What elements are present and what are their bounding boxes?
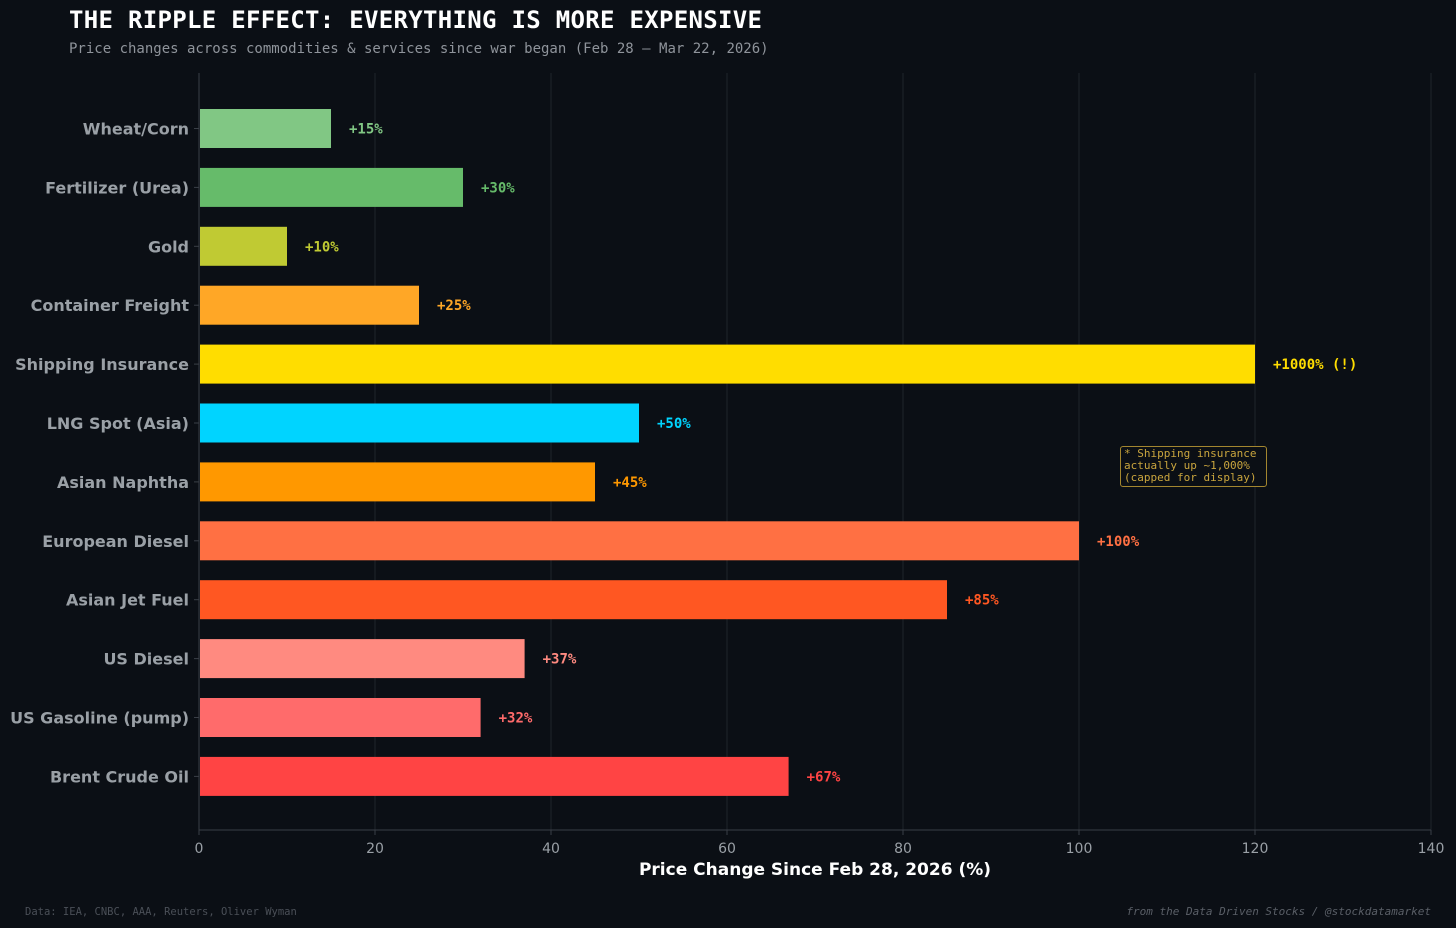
- value-label: +10%: [305, 239, 339, 255]
- bar: [200, 462, 595, 502]
- value-label: +50%: [657, 416, 691, 432]
- annotation-line-3: (capped for display): [1124, 471, 1257, 484]
- x-tick-label: 0: [195, 841, 204, 857]
- bar: [200, 580, 947, 620]
- category-label: Asian Jet Fuel: [66, 591, 189, 610]
- bar: [200, 226, 287, 266]
- value-label: +15%: [349, 122, 383, 138]
- value-label: +25%: [437, 298, 471, 314]
- category-label: Gold: [148, 237, 189, 256]
- value-label: +1000% (!): [1273, 357, 1357, 373]
- category-label: Container Freight: [31, 296, 190, 315]
- annotation-line-2: actually up ~1,000%: [1124, 459, 1250, 472]
- chart-title: THE RIPPLE EFFECT: EVERYTHING IS MORE EX…: [69, 6, 763, 34]
- bar: [200, 756, 789, 796]
- bar: [200, 639, 525, 679]
- category-label: Wheat/Corn: [83, 120, 189, 139]
- value-label: +45%: [613, 475, 647, 491]
- x-tick-label: 140: [1418, 841, 1445, 857]
- x-tick-label: 100: [1066, 841, 1093, 857]
- category-label: US Diesel: [103, 650, 189, 669]
- annotation-box: * Shipping insurance actually up ~1,000%…: [1120, 446, 1267, 487]
- x-tick-label: 40: [542, 841, 560, 857]
- x-tick-label: 80: [894, 841, 912, 857]
- x-axis-label: Price Change Since Feb 28, 2026 (%): [639, 860, 991, 880]
- category-label: European Diesel: [42, 532, 189, 551]
- category-label: Shipping Insurance: [15, 355, 189, 374]
- category-label: LNG Spot (Asia): [47, 414, 189, 433]
- bar: [200, 285, 419, 325]
- category-label: Asian Naphtha: [57, 473, 189, 492]
- data-source: Data: IEA, CNBC, AAA, Reuters, Oliver Wy…: [25, 906, 297, 918]
- bar: [200, 167, 463, 207]
- bar: [200, 109, 331, 148]
- value-label: +85%: [965, 593, 999, 609]
- x-tick-label: 20: [366, 841, 384, 857]
- x-tick-label: 120: [1242, 841, 1269, 857]
- category-label: US Gasoline (pump): [10, 709, 189, 728]
- chart-subtitle: Price changes across commodities & servi…: [69, 41, 769, 57]
- value-label: +30%: [481, 180, 515, 196]
- credit-line: from the Data Driven Stocks / @stockdata…: [1126, 905, 1431, 918]
- category-label: Brent Crude Oil: [50, 767, 189, 786]
- bar: [200, 521, 1079, 561]
- category-label: Fertilizer (Urea): [45, 178, 189, 197]
- bar: [200, 698, 481, 737]
- x-tick-label: 60: [718, 841, 736, 857]
- annotation-line-1: * Shipping insurance: [1124, 447, 1257, 460]
- value-label: +37%: [543, 652, 577, 668]
- bar: [200, 344, 1255, 384]
- value-label: +67%: [807, 769, 841, 785]
- value-label: +100%: [1097, 534, 1140, 550]
- value-label: +32%: [499, 711, 533, 727]
- bar: [200, 403, 639, 443]
